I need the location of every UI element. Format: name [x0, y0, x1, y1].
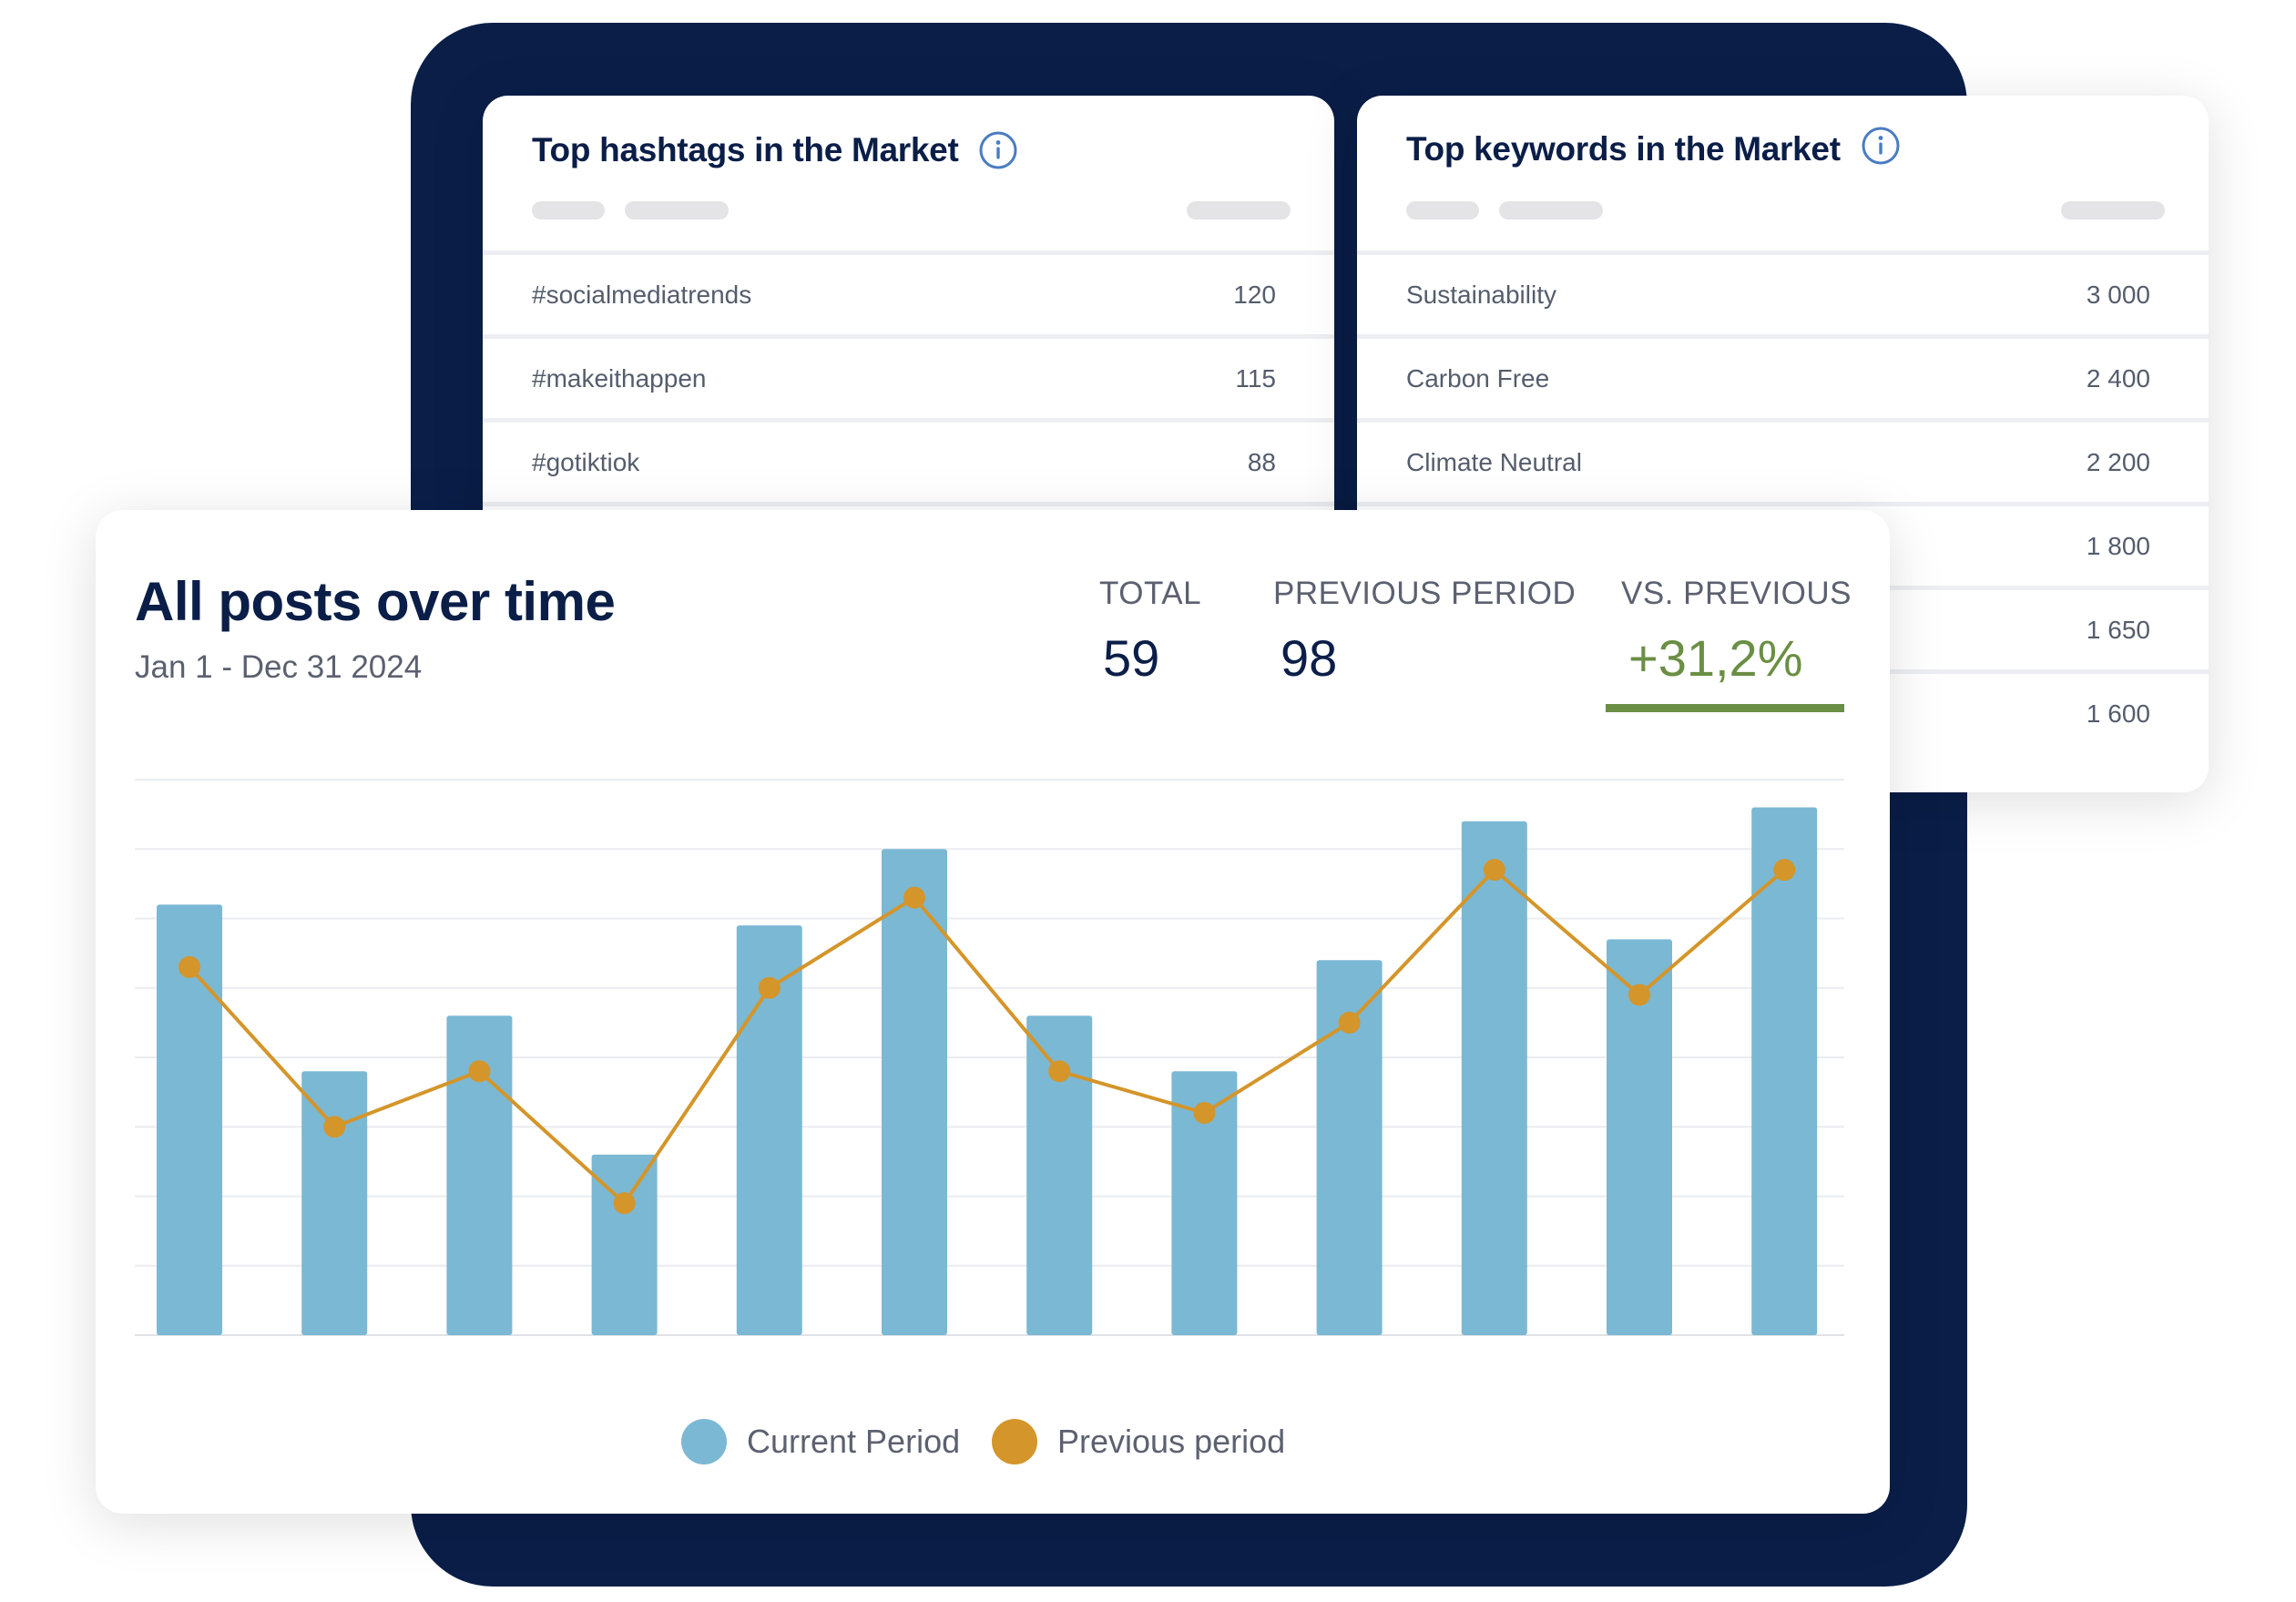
point-previous-period[interactable]: [1773, 859, 1796, 882]
legend-label: Current Period: [747, 1423, 961, 1460]
legend-swatch-orange: [992, 1419, 1037, 1464]
total-label: TOTAL: [1099, 576, 1202, 611]
hashtag-count: 120: [1233, 281, 1276, 309]
skeleton-placeholder: [1499, 201, 1603, 219]
table-row[interactable]: 1 800: [1357, 502, 2209, 586]
legend-previous-period[interactable]: Previous period: [992, 1414, 1285, 1469]
hashtag-label: #gotiktiok: [532, 448, 640, 476]
card-header: Top hashtags in the Market: [532, 130, 1018, 170]
keyword-count: 2 200: [2086, 448, 2150, 476]
table-row[interactable]: #makeithappen 115: [483, 334, 1334, 418]
bar-current-period[interactable]: [591, 1154, 658, 1335]
info-icon[interactable]: [1861, 126, 1901, 166]
keyword-count: 1 600: [2086, 699, 2150, 728]
keyword-count: 2 400: [2086, 364, 2150, 393]
table-row[interactable]: #socialmediatrends 120: [483, 250, 1334, 334]
chart-title: All posts over time: [135, 571, 616, 632]
keyword-count: 1 650: [2086, 616, 2150, 644]
hashtag-label: #socialmediatrends: [532, 281, 752, 309]
keyword-label: Sustainability: [1406, 281, 1556, 309]
bar-current-period[interactable]: [1026, 1015, 1093, 1335]
keyword-label: Climate Neutral: [1406, 448, 1582, 476]
total-value: 59: [1103, 629, 1160, 687]
info-icon[interactable]: [978, 130, 1018, 170]
point-previous-period[interactable]: [1338, 1011, 1361, 1034]
keyword-count: 3 000: [2086, 281, 2150, 309]
hashtag-label: #makeithappen: [532, 364, 707, 393]
card-header: Top keywords in the Market: [1406, 127, 1901, 168]
legend-label: Previous period: [1057, 1423, 1286, 1460]
point-previous-period[interactable]: [468, 1060, 491, 1083]
skeleton-placeholder: [625, 201, 729, 219]
point-previous-period[interactable]: [758, 976, 781, 999]
table-row: [483, 502, 1334, 586]
bar-current-period[interactable]: [157, 904, 222, 1335]
vs-previous-underline: [1606, 704, 1844, 712]
legend-swatch-blue: [681, 1419, 727, 1464]
bar-current-period[interactable]: [882, 849, 947, 1335]
posts-over-time-card: All posts over time Jan 1 - Dec 31 2024 …: [96, 510, 1890, 1514]
point-previous-period[interactable]: [1628, 984, 1650, 1006]
point-previous-period[interactable]: [613, 1192, 636, 1215]
bar-current-period[interactable]: [736, 925, 802, 1335]
bar-current-period[interactable]: [1607, 939, 1672, 1335]
bar-current-period[interactable]: [1751, 807, 1818, 1336]
point-previous-period[interactable]: [179, 955, 200, 978]
table-row[interactable]: Carbon Free 2 400: [1357, 334, 2209, 418]
hashtag-count: 115: [1235, 364, 1276, 393]
date-range: Jan 1 - Dec 31 2024: [135, 649, 423, 685]
keyword-label: Carbon Free: [1406, 364, 1550, 393]
skeleton-placeholder: [2061, 201, 2165, 219]
bar-line-chart: [135, 779, 1844, 1336]
bar-current-period[interactable]: [1171, 1071, 1238, 1335]
bar-current-period[interactable]: [1461, 821, 1527, 1335]
skeleton-placeholder: [532, 201, 605, 219]
skeleton-placeholder: [1187, 201, 1291, 219]
point-previous-period[interactable]: [1048, 1060, 1071, 1083]
card-title: Top keywords in the Market: [1406, 130, 1841, 168]
table-row[interactable]: Climate Neutral 2 200: [1357, 418, 2209, 502]
hashtag-count: 88: [1247, 448, 1276, 476]
bar-current-period[interactable]: [301, 1071, 368, 1335]
card-title: Top hashtags in the Market: [532, 131, 959, 168]
point-previous-period[interactable]: [1193, 1102, 1216, 1124]
table-row[interactable]: #gotiktiok 88: [483, 418, 1334, 502]
keyword-count: 1 800: [2086, 532, 2150, 560]
legend-current-period[interactable]: Current Period: [681, 1414, 960, 1469]
point-previous-period[interactable]: [903, 886, 925, 909]
vs-previous-value: +31,2%: [1628, 629, 1803, 687]
vs-previous-label: VS. PREVIOUS: [1621, 576, 1852, 611]
table-row[interactable]: Sustainability 3 000: [1357, 250, 2209, 334]
point-previous-period[interactable]: [323, 1116, 346, 1138]
previous-period-label: PREVIOUS PERIOD: [1273, 576, 1577, 611]
point-previous-period[interactable]: [1483, 859, 1505, 882]
bar-current-period[interactable]: [1316, 960, 1383, 1335]
line-previous-period: [188, 867, 1786, 1207]
bar-current-period[interactable]: [446, 1015, 513, 1335]
skeleton-placeholder: [1406, 201, 1479, 219]
previous-period-value: 98: [1281, 629, 1338, 687]
